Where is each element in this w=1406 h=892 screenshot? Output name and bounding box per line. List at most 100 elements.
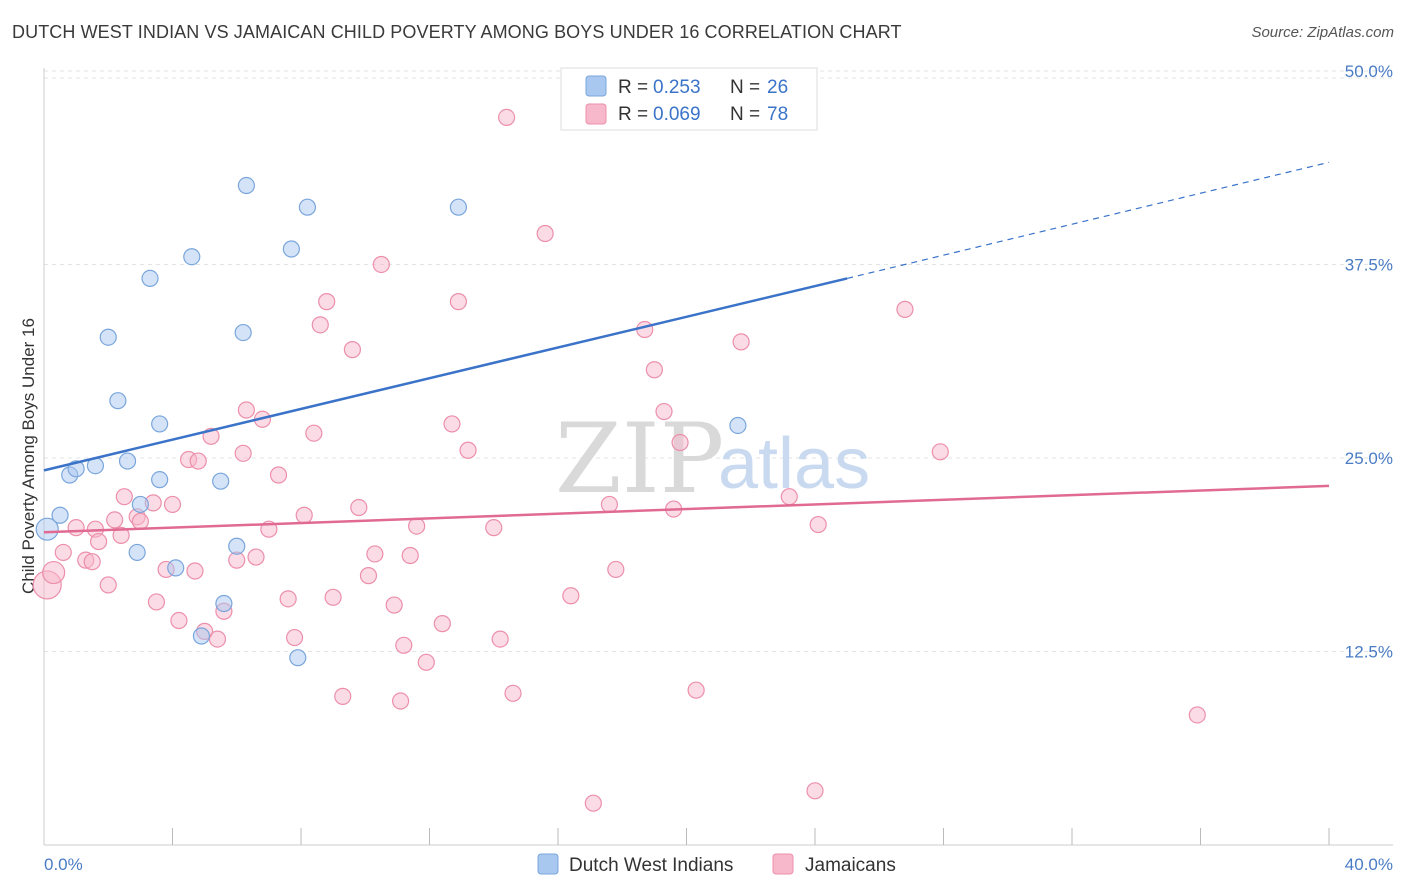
jamaican-point — [343, 341, 361, 359]
jamaican-point — [115, 488, 133, 506]
jamaican-point — [269, 466, 288, 484]
jamaican-point — [732, 333, 750, 351]
dutch-west-indian-point — [128, 543, 146, 562]
trend-line-dutch-west-indians — [43, 277, 848, 472]
dutch-west-indian-point — [167, 559, 185, 577]
jamaican-point — [372, 255, 390, 274]
legend-r-label-1: R = — [618, 104, 648, 125]
bottom-legend: Dutch West Indians Jamaicans — [537, 853, 896, 876]
jamaican-point — [295, 506, 313, 524]
jamaican-point — [600, 495, 619, 514]
jamaican-point — [655, 402, 673, 421]
jamaican-point — [67, 519, 85, 537]
bottom-legend-swatch-blue — [537, 853, 559, 875]
jamaican-point — [449, 293, 468, 311]
jamaican-point — [433, 615, 451, 633]
dutch-west-indian-point — [234, 323, 252, 342]
jamaican-point — [237, 401, 255, 419]
jamaican-point — [491, 630, 509, 648]
jamaican-point — [485, 519, 503, 537]
dutch-west-indian-point — [99, 328, 117, 346]
y-tick-label: 25.0% — [1345, 449, 1393, 468]
bottom-legend-swatch-pink — [772, 853, 794, 875]
chart-title: DUTCH WEST INDIAN VS JAMAICAN CHILD POVE… — [12, 22, 902, 42]
legend-n-label-0: N = — [730, 77, 760, 98]
dutch-west-indian-point — [51, 506, 69, 524]
dutch-west-indians-points — [35, 176, 747, 667]
legend-swatch-pink — [585, 103, 607, 125]
x-ticks — [172, 828, 1330, 845]
jamaican-point — [54, 543, 72, 562]
jamaican-point — [170, 611, 188, 630]
y-axis-label: Child Poverty Among Boys Under 16 — [19, 318, 38, 594]
trend-lines — [43, 161, 1330, 534]
jamaican-point — [366, 545, 384, 563]
jamaican-point — [636, 320, 654, 339]
jamaican-point — [1188, 706, 1206, 724]
dutch-west-indian-point — [151, 415, 169, 433]
watermark: ZIP atlas — [555, 403, 870, 515]
jamaican-point — [687, 681, 705, 699]
jamaican-point — [359, 567, 378, 585]
jamaican-point — [562, 587, 580, 605]
y-tick-label: 50.0% — [1345, 62, 1393, 81]
legend: R = 0.253 N = 26 R = 0.069 N = 78 — [560, 67, 818, 131]
dutch-west-indian-point — [212, 472, 230, 490]
dutch-west-indian-point — [109, 392, 127, 410]
jamaican-point — [498, 108, 516, 127]
jamaican-point — [311, 316, 329, 334]
jamaican-point — [417, 653, 435, 671]
jamaican-point — [401, 546, 419, 565]
dutch-west-indian-point — [192, 627, 211, 645]
jamaican-point — [504, 684, 522, 702]
dutch-west-indian-point — [183, 248, 201, 266]
jamaican-point — [459, 441, 477, 459]
y-tick-labels: 12.5% 25.0% 37.5% 50.0% — [1345, 62, 1393, 662]
jamaican-point — [106, 511, 124, 529]
jamaican-point — [443, 415, 461, 433]
jamaican-point — [234, 444, 252, 462]
axes — [43, 68, 1393, 846]
dutch-west-indian-point — [131, 495, 149, 514]
jamaican-point — [131, 512, 149, 531]
dutch-west-indian-point — [449, 198, 468, 216]
dutch-west-indian-point — [237, 176, 255, 195]
legend-r-label-0: R = — [618, 77, 648, 98]
jamaican-point — [112, 526, 130, 544]
dutch-west-indian-point — [282, 240, 300, 258]
dutch-west-indian-point — [141, 269, 159, 288]
jamaican-point — [536, 224, 554, 243]
dutch-west-indian-point — [298, 198, 317, 216]
legend-r-value-1: 0.069 — [653, 104, 701, 125]
jamaican-point — [408, 517, 426, 535]
jamaican-point — [645, 361, 663, 379]
legend-n-label-1: N = — [730, 104, 760, 125]
jamaican-point — [809, 515, 827, 534]
jamaican-point — [806, 782, 824, 800]
jamaican-point — [90, 532, 108, 551]
jamaican-point — [147, 593, 166, 611]
jamaican-point — [607, 560, 625, 579]
jamaican-point — [780, 488, 798, 506]
jamaican-point — [42, 560, 66, 585]
y-tick-label: 37.5% — [1345, 255, 1393, 274]
jamaican-point — [395, 636, 413, 654]
bottom-legend-label-0: Dutch West Indians — [569, 855, 733, 876]
dutch-west-indian-point — [729, 416, 747, 435]
jamaican-point — [896, 300, 914, 318]
jamaican-point — [247, 548, 265, 566]
jamaican-point — [931, 443, 949, 461]
source-label: Source: ZipAtlas.com — [1251, 24, 1394, 41]
jamaican-point — [334, 687, 352, 705]
jamaican-point — [305, 424, 323, 442]
x-tick-labels: 0.0% 40.0% — [44, 855, 1393, 874]
jamaican-point — [671, 433, 689, 452]
watermark-zip: ZIP — [555, 403, 724, 515]
jamaican-point — [189, 452, 207, 470]
jamaican-point — [208, 630, 227, 648]
legend-swatch-blue — [585, 75, 607, 97]
jamaican-point — [318, 293, 336, 311]
dutch-west-indian-point — [118, 452, 137, 470]
jamaican-point — [163, 495, 182, 514]
